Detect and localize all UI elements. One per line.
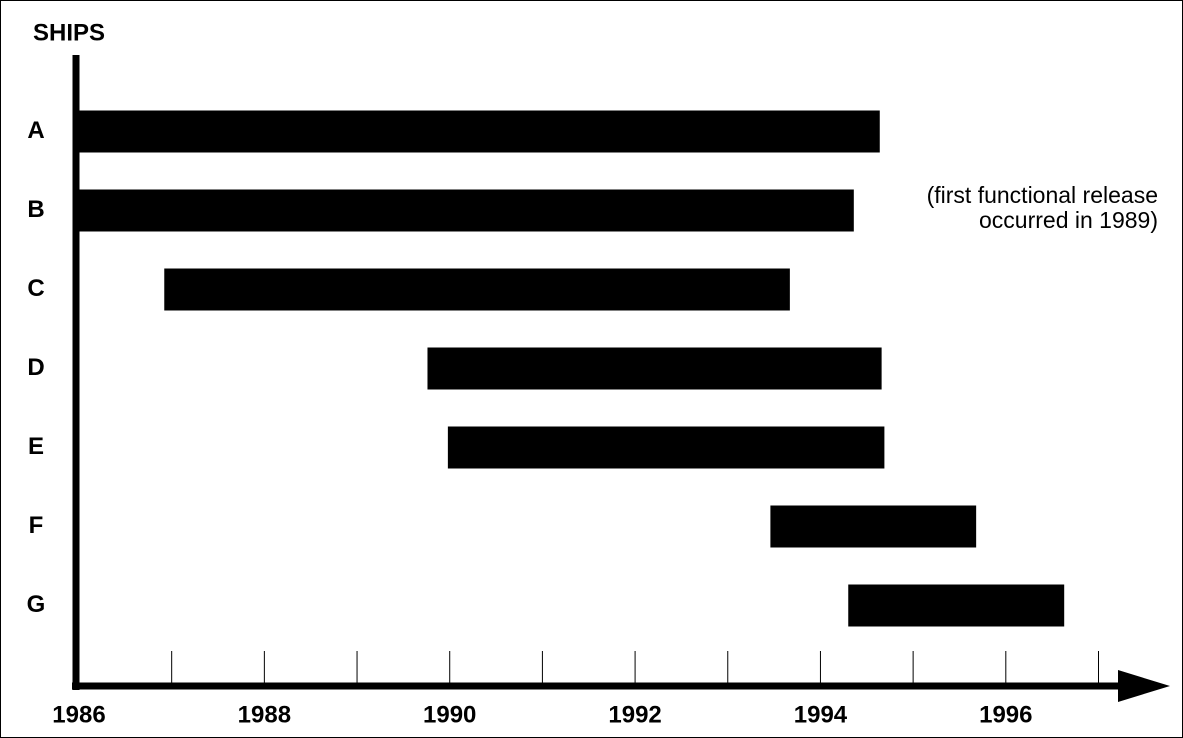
bar xyxy=(848,584,1065,627)
bar xyxy=(79,110,880,153)
x-tick-label: 1990 xyxy=(423,701,476,728)
x-tick-label: 1986 xyxy=(52,701,105,728)
bar xyxy=(164,268,790,311)
y-tick-label: A xyxy=(27,117,44,144)
y-tick-label: B xyxy=(27,196,44,223)
bar xyxy=(770,505,977,548)
y-tick-label: D xyxy=(27,354,44,381)
annotation: occurred in 1989) xyxy=(979,207,1158,233)
bar xyxy=(447,426,885,469)
bar xyxy=(427,347,882,390)
y-axis-title: SHIPS xyxy=(33,19,105,46)
y-tick-label: F xyxy=(29,512,44,539)
y-tick-label: C xyxy=(27,275,44,302)
x-axis-arrow xyxy=(1118,670,1170,702)
annotation: (first functional release xyxy=(927,182,1158,208)
y-tick-label: G xyxy=(27,591,46,618)
y-tick-label: E xyxy=(28,433,44,460)
x-tick-label: 1996 xyxy=(979,701,1032,728)
x-tick-label: 1994 xyxy=(794,701,848,728)
x-tick-label: 1988 xyxy=(238,701,291,728)
x-tick-label: 1992 xyxy=(608,701,661,728)
bar xyxy=(79,189,854,232)
